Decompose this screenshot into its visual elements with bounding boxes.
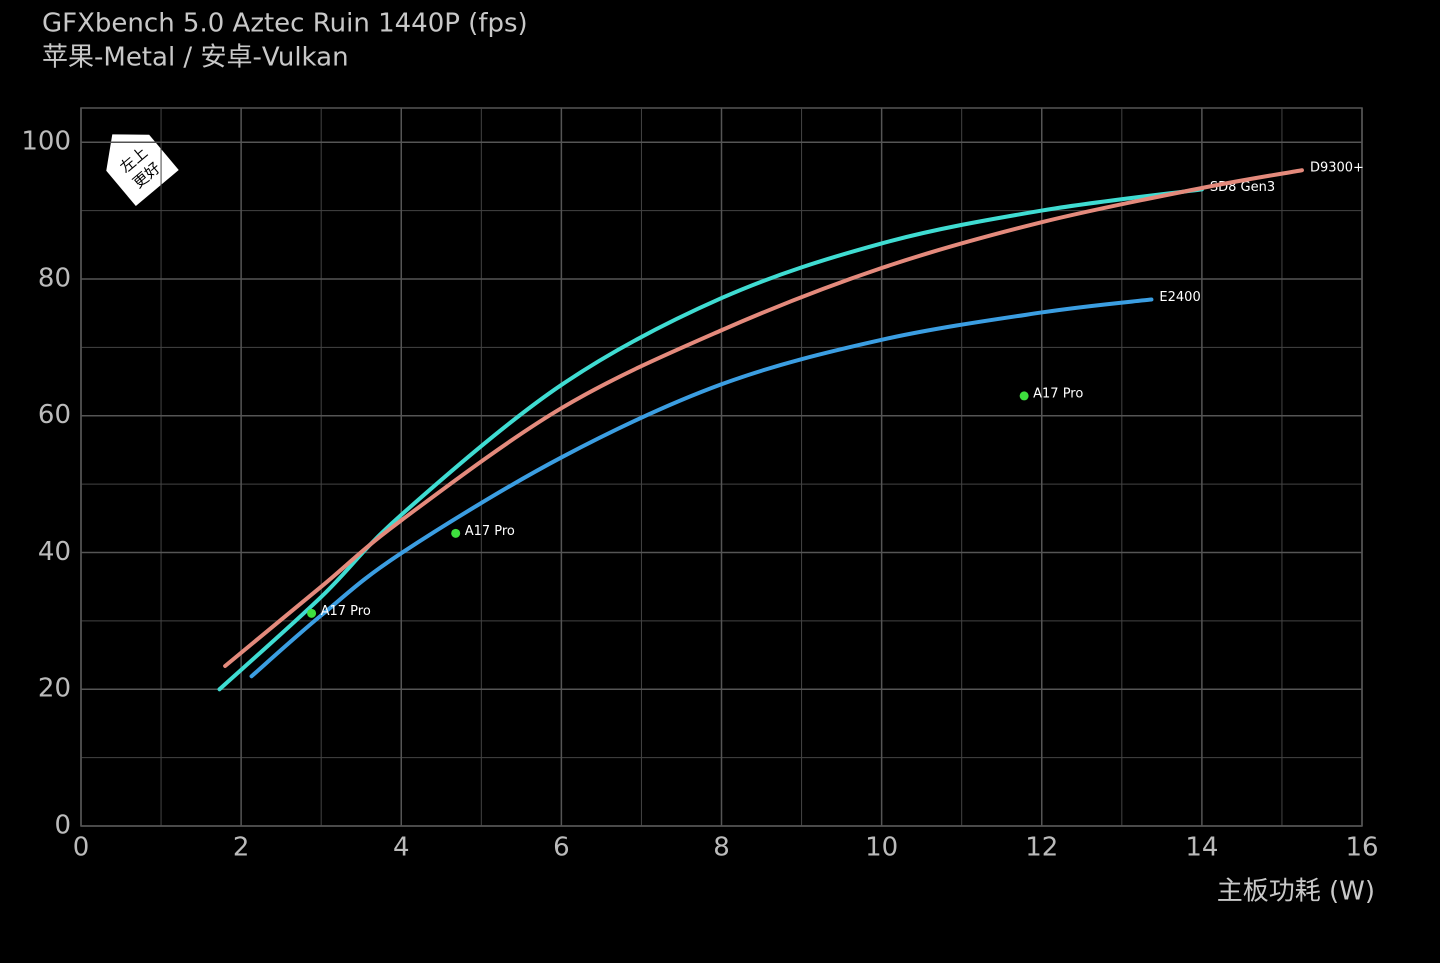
y-tick-label: 0 bbox=[54, 811, 71, 841]
y-tick-label: 80 bbox=[38, 263, 71, 293]
x-tick-label: 4 bbox=[393, 833, 410, 863]
x-tick-label: 6 bbox=[553, 833, 570, 863]
point bbox=[451, 528, 461, 538]
series-line bbox=[223, 168, 1304, 668]
x-tick-label: 12 bbox=[1025, 833, 1058, 863]
x-tick-label: 0 bbox=[73, 833, 90, 863]
series-label: E2400 bbox=[1159, 290, 1200, 305]
x-axis-label: 主板功耗 (W) bbox=[1217, 877, 1375, 907]
point bbox=[307, 608, 317, 618]
series-label: D9300+ bbox=[1310, 161, 1364, 176]
point bbox=[1019, 391, 1029, 401]
y-tick-label: 20 bbox=[38, 674, 71, 704]
y-tick-label: 100 bbox=[21, 127, 71, 157]
point-label: A17 Pro bbox=[321, 604, 371, 619]
x-tick-label: 10 bbox=[865, 833, 898, 863]
chart-subtitle: 苹果-Metal / 安卓-Vulkan bbox=[42, 43, 349, 73]
y-tick-label: 40 bbox=[38, 537, 71, 567]
point-label: A17 Pro bbox=[1033, 386, 1083, 401]
chart-title: GFXbench 5.0 Aztec Ruin 1440P (fps) bbox=[42, 9, 528, 39]
x-tick-label: 14 bbox=[1185, 833, 1218, 863]
series-line bbox=[217, 187, 1204, 692]
x-tick-label: 16 bbox=[1345, 833, 1378, 863]
series-line bbox=[249, 297, 1154, 679]
point-label: A17 Pro bbox=[465, 524, 515, 539]
y-tick-label: 60 bbox=[38, 400, 71, 430]
x-tick-label: 8 bbox=[713, 833, 730, 863]
x-tick-label: 2 bbox=[233, 833, 250, 863]
